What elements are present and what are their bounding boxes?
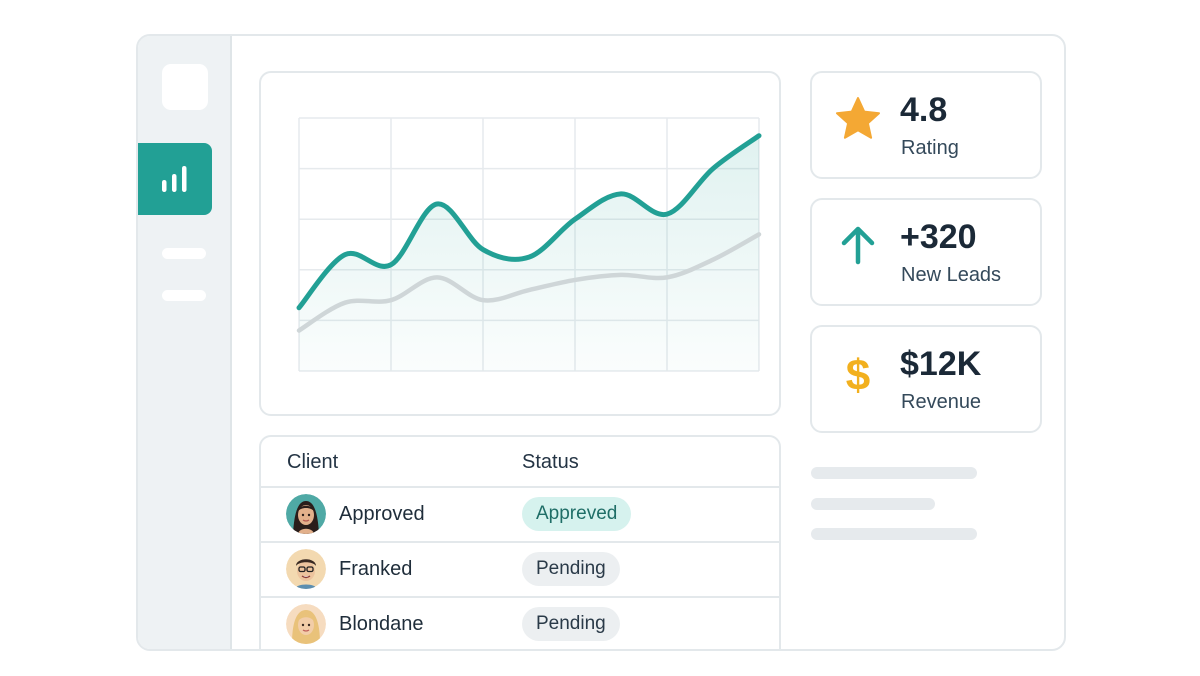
table-row[interactable]: Approved Appreved [261, 488, 779, 543]
stat-value: +320 [900, 218, 977, 256]
table-row[interactable]: Blondane Pending [261, 598, 779, 649]
clients-table: Client Status Approved Appreved [259, 435, 781, 649]
bar-chart-icon [162, 166, 187, 192]
logo-placeholder[interactable] [162, 64, 208, 110]
dollar-icon: $ [846, 351, 870, 397]
status-badge: Appreved [522, 497, 632, 531]
column-header-client[interactable]: Client [287, 451, 339, 473]
avatar [286, 549, 326, 589]
avatar [286, 604, 326, 644]
sidebar-item-analytics[interactable] [138, 143, 212, 215]
status-badge: Pending [522, 552, 620, 586]
stat-card-rating[interactable]: 4.8 Rating [810, 71, 1042, 179]
table-row[interactable]: Franked Pending [261, 543, 779, 598]
stat-card-revenue[interactable]: $ $12K Revenue [810, 325, 1042, 433]
client-name: Blondane [339, 613, 424, 635]
svg-text:$: $ [846, 351, 870, 397]
stat-label: Revenue [901, 391, 982, 413]
client-name: Approved [339, 503, 425, 525]
star-icon [836, 97, 880, 139]
status-badge: Pending [522, 607, 620, 641]
table-header: Client Status [261, 437, 779, 488]
sidebar [138, 36, 232, 649]
placeholder-line [811, 528, 977, 540]
stat-value: 4.8 [900, 91, 948, 129]
placeholder-line [811, 467, 977, 479]
dashboard-window: Client Status Approved Appreved [136, 34, 1066, 651]
arrow-up-icon [841, 226, 875, 265]
avatar [286, 494, 326, 534]
line-chart [296, 117, 762, 372]
sidebar-item-placeholder-2[interactable] [162, 290, 206, 301]
stat-label: Rating [901, 137, 959, 159]
stat-card-new-leads[interactable]: +320 New Leads [810, 198, 1042, 306]
stat-label: New Leads [901, 264, 1002, 286]
series-line-0 [296, 133, 762, 311]
line-chart-card [259, 71, 781, 416]
stat-value: $12K [900, 345, 982, 383]
series-line-1 [296, 232, 762, 333]
client-name: Franked [339, 558, 413, 580]
column-header-status[interactable]: Status [522, 451, 579, 473]
series-area-0 [299, 135, 759, 371]
placeholder-line [811, 498, 935, 510]
sidebar-item-placeholder-1[interactable] [162, 248, 206, 259]
